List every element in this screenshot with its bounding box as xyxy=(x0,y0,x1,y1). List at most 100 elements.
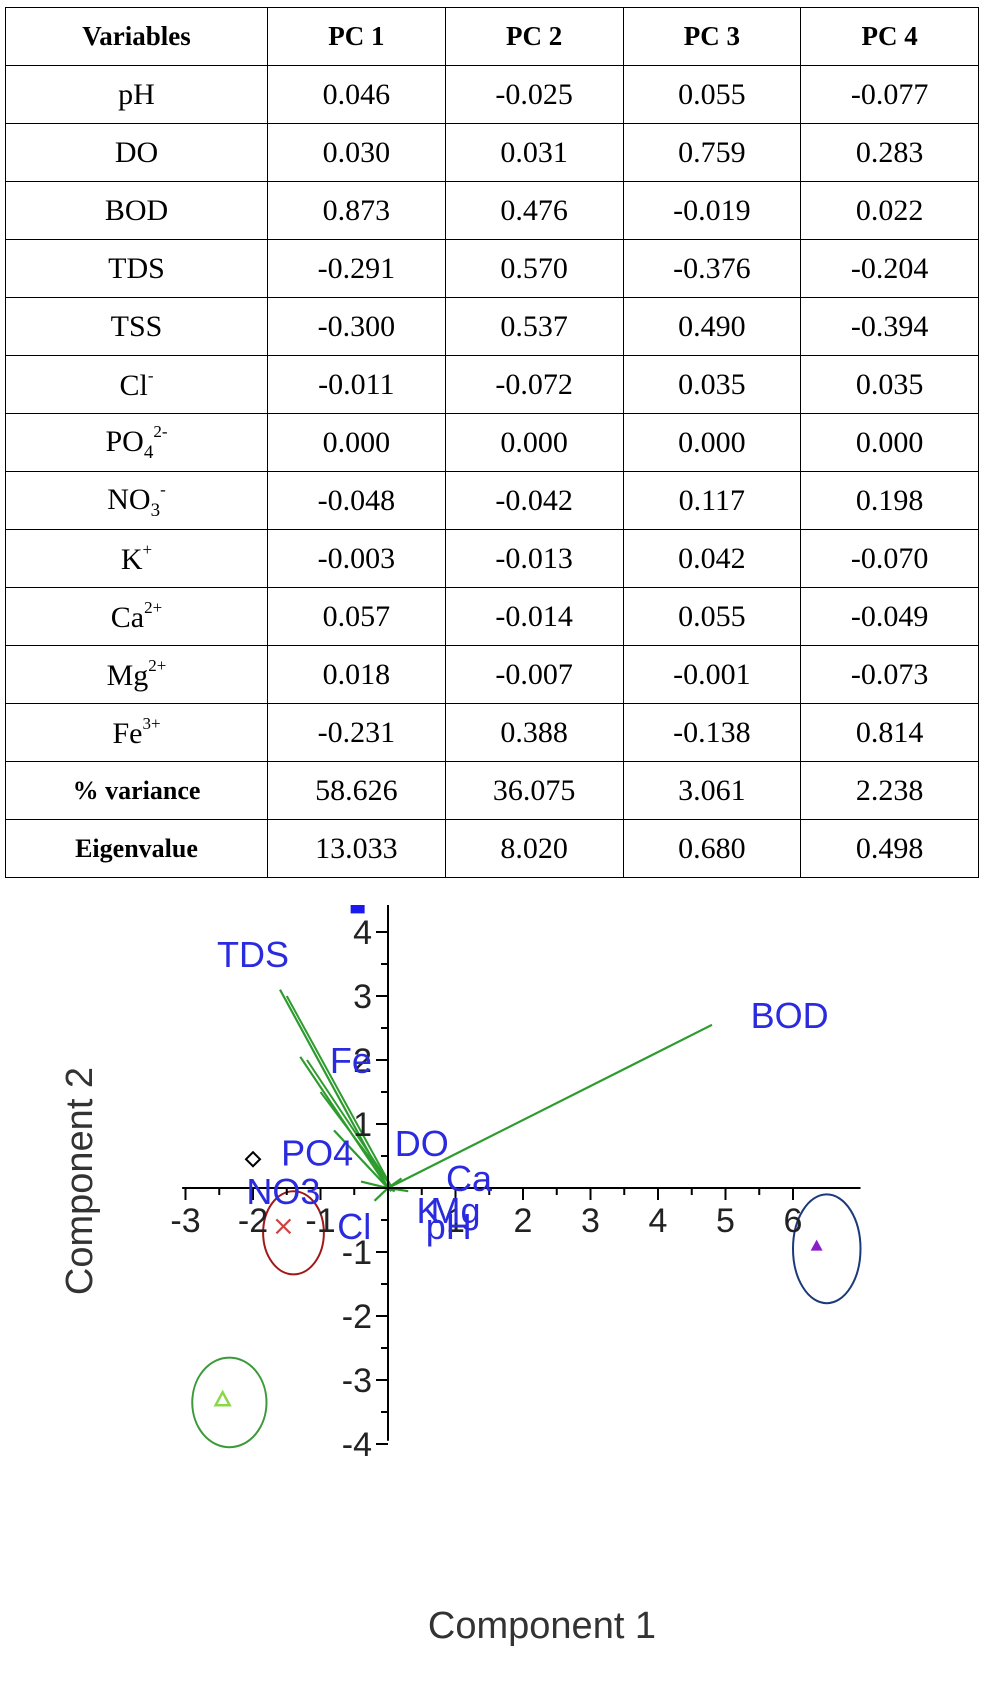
loading-value-cell: 0.476 xyxy=(444,181,624,240)
summary-value-cell: 3.061 xyxy=(622,761,802,820)
variable-subscript: 3 xyxy=(150,499,161,521)
x-tick-label: -1 xyxy=(305,1202,335,1240)
loading-value-cell: 0.000 xyxy=(267,413,446,472)
loading-value-cell: 0.873 xyxy=(267,181,446,240)
table-row: pH 0.046 -0.025 0.055 -0.077 xyxy=(5,65,979,124)
loading-value-cell: 0.046 xyxy=(267,65,446,124)
variable-charge: 2+ xyxy=(144,598,163,617)
loading-label: Ca xyxy=(446,1158,493,1199)
summary-value-cell: 2.238 xyxy=(800,761,979,820)
variable-cell: Fe3+ xyxy=(5,703,268,762)
loading-value-cell: 0.283 xyxy=(800,123,979,182)
summary-value-cell: 36.075 xyxy=(444,761,624,820)
loading-value-cell: 0.490 xyxy=(622,297,802,356)
loading-label: Mg xyxy=(430,1190,480,1231)
cluster-ellipse xyxy=(262,1190,325,1276)
loading-value-cell: 0.000 xyxy=(444,413,624,472)
loading-vector-line xyxy=(333,1129,389,1189)
x-tick-label: 6 xyxy=(784,1202,803,1240)
loading-value-cell: 0.198 xyxy=(800,471,979,530)
y-tick-label: 3 xyxy=(353,978,372,1016)
loading-value-cell: 0.000 xyxy=(800,413,979,472)
loading-value-cell: -0.011 xyxy=(267,355,446,414)
y-tick-label: -4 xyxy=(342,1426,372,1464)
variable-cell: K+ xyxy=(5,529,268,588)
loading-value-cell: 0.814 xyxy=(800,703,979,762)
loading-value-cell: -0.073 xyxy=(800,645,979,704)
y-tick-label: 4 xyxy=(353,914,372,952)
cross-stroke xyxy=(275,1218,292,1235)
summary-label: Eigenvalue xyxy=(5,819,268,878)
loading-label: NO3 xyxy=(246,1171,320,1212)
variable-name: TDS xyxy=(108,251,165,285)
pca-biplot: -3 -2 -1 1 2 3 4 5 6 4 3 2 1 -1 -2 -3 -4 TDS BOD Fe PO4 DOCa… xyxy=(59,905,862,1647)
loading-label: PO4 xyxy=(281,1133,353,1174)
variable-name: PO xyxy=(105,424,144,458)
loading-vectors xyxy=(279,989,713,1202)
summary-value-cell: 8.020 xyxy=(444,819,624,878)
variable-name: Cl xyxy=(119,369,148,402)
axes: -3 -2 -1 1 2 3 4 5 6 4 3 2 1 -1 -2 -3 -4 xyxy=(170,905,861,1464)
variable-name: K xyxy=(120,543,143,576)
loading-value-cell: 0.022 xyxy=(800,181,979,240)
loading-value-cell: 0.055 xyxy=(622,65,802,124)
loading-vector-line xyxy=(387,1023,713,1189)
cluster-ellipse xyxy=(191,1356,268,1449)
variable-subscript: 4 xyxy=(143,441,154,463)
variable-name: BOD xyxy=(104,193,169,227)
loading-value-cell: -0.376 xyxy=(622,239,802,298)
y-tick-label: 2 xyxy=(353,1042,372,1080)
loading-value-cell: -0.042 xyxy=(444,471,624,530)
table-row: TSS -0.300 0.537 0.490 -0.394 xyxy=(5,297,979,356)
loading-value-cell: 0.035 xyxy=(622,355,802,414)
variable-cell: Mg2+ xyxy=(5,645,268,704)
table-row: BOD 0.873 0.476 -0.019 0.022 xyxy=(5,181,979,240)
loading-label: TDS xyxy=(217,934,289,975)
header-pc1: PC 1 xyxy=(267,7,446,66)
score-points xyxy=(213,905,823,1407)
variable-cell: DO xyxy=(5,123,268,182)
loading-value-cell: 0.057 xyxy=(267,587,446,646)
variable-charge: 2+ xyxy=(148,656,167,675)
loading-vector-line xyxy=(285,995,393,1188)
loading-value-cell: 0.042 xyxy=(622,529,802,588)
loading-value-cell: -0.077 xyxy=(800,65,979,124)
table-row: PO42- 0.000 0.000 0.000 0.000 xyxy=(5,413,979,472)
loading-value-cell: -0.300 xyxy=(267,297,446,356)
y-tick-label: 1 xyxy=(353,1106,372,1144)
table-row: Cl- -0.011 -0.072 0.035 0.035 xyxy=(5,355,979,414)
loading-value-cell: -0.291 xyxy=(267,239,446,298)
x-tick-label: 2 xyxy=(514,1202,533,1240)
variable-charge: - xyxy=(147,366,154,385)
score-point-triangle xyxy=(213,1389,232,1407)
loading-value-cell: -0.070 xyxy=(800,529,979,588)
loading-value-cell: -0.013 xyxy=(444,529,624,588)
loading-value-cell: 0.055 xyxy=(622,587,802,646)
loading-label: Cl xyxy=(337,1206,371,1247)
table-row: Ca2+ 0.057 -0.014 0.055 -0.049 xyxy=(5,587,979,646)
y-tick-label: -1 xyxy=(342,1234,372,1272)
x-tick-label: -3 xyxy=(170,1202,200,1240)
loading-value-cell: 0.537 xyxy=(444,297,624,356)
loading-label: DO xyxy=(395,1123,449,1164)
header-variables: Variables xyxy=(5,7,268,66)
variable-name: Mg xyxy=(106,659,149,692)
loading-value-cell: -0.138 xyxy=(622,703,802,762)
loading-vector-line xyxy=(319,1091,393,1188)
loading-label: K xyxy=(416,1190,440,1231)
loading-value-cell: -0.048 xyxy=(267,471,446,530)
variable-name: NO xyxy=(107,482,151,516)
table-row: NO3- -0.048 -0.042 0.117 0.198 xyxy=(5,471,979,530)
variable-charge: - xyxy=(160,479,166,499)
variable-cell: Cl- xyxy=(5,355,268,414)
table-row: TDS -0.291 0.570 -0.376 -0.204 xyxy=(5,239,979,298)
variable-name: DO xyxy=(114,135,159,169)
summary-value-cell: 58.626 xyxy=(267,761,446,820)
loading-value-cell: 0.388 xyxy=(444,703,624,762)
table-row: DO 0.030 0.031 0.759 0.283 xyxy=(5,123,979,182)
variable-cell: PO42- xyxy=(5,413,268,472)
variable-charge: + xyxy=(142,540,153,559)
x-tick-label: 4 xyxy=(649,1202,668,1240)
loading-vector-line xyxy=(306,1059,393,1188)
